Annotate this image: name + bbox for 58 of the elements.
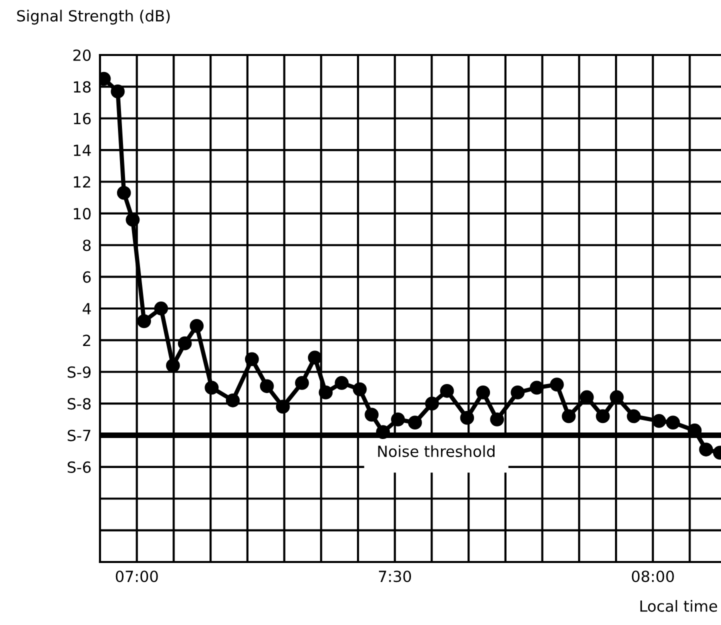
point bbox=[364, 408, 379, 422]
y-tick-label: S-6 bbox=[68, 461, 91, 473]
y-tick-label: 4 bbox=[82, 303, 91, 314]
point bbox=[178, 336, 192, 350]
point bbox=[352, 382, 367, 396]
y-tick-label: 14 bbox=[74, 144, 91, 156]
point bbox=[425, 396, 439, 411]
point bbox=[550, 378, 564, 392]
y-tick-label: S-9 bbox=[68, 366, 91, 378]
point bbox=[126, 212, 140, 227]
point bbox=[260, 379, 274, 394]
point bbox=[318, 386, 333, 400]
point bbox=[652, 414, 666, 428]
point bbox=[596, 409, 610, 424]
ref-line-label: Noise threshold bbox=[378, 445, 494, 458]
y-tick-label: 16 bbox=[74, 112, 91, 124]
point bbox=[166, 358, 180, 372]
y-tick-label: 6 bbox=[83, 271, 91, 283]
point bbox=[308, 350, 322, 365]
y-tick-label: 10 bbox=[74, 208, 91, 220]
y-tick-label: 8 bbox=[82, 240, 91, 252]
x-tick-label: 08:00 bbox=[632, 570, 674, 582]
point bbox=[391, 412, 405, 426]
point bbox=[562, 409, 576, 424]
y-tick-label: 12 bbox=[74, 176, 90, 188]
point bbox=[110, 84, 125, 98]
point bbox=[190, 318, 204, 333]
y-tick-label: S-8 bbox=[68, 398, 91, 410]
point bbox=[376, 425, 390, 440]
x-tick-label: 7:30 bbox=[378, 570, 412, 582]
point bbox=[666, 416, 680, 430]
y-tick-label: 20 bbox=[73, 49, 91, 62]
point bbox=[117, 186, 131, 200]
point bbox=[244, 352, 259, 366]
point bbox=[334, 376, 349, 390]
point bbox=[295, 376, 309, 390]
x-tick-label: 07:00 bbox=[116, 570, 158, 582]
point bbox=[490, 412, 504, 426]
point bbox=[276, 400, 290, 414]
y-tick-label: 2 bbox=[83, 334, 90, 346]
point bbox=[408, 416, 422, 430]
point bbox=[530, 380, 544, 395]
point bbox=[699, 442, 713, 456]
x-axis-title: Local time bbox=[640, 600, 718, 612]
y-tick-label: 18 bbox=[74, 81, 91, 93]
point bbox=[510, 386, 525, 400]
point bbox=[226, 393, 240, 408]
point bbox=[460, 410, 474, 425]
y-axis-title: Signal Strength (dB) bbox=[17, 10, 170, 25]
point bbox=[440, 384, 454, 398]
point bbox=[154, 302, 168, 316]
point bbox=[137, 314, 152, 328]
point bbox=[476, 386, 490, 400]
point bbox=[580, 390, 594, 404]
point bbox=[204, 380, 219, 395]
y-tick-label: S-7 bbox=[68, 430, 90, 442]
point bbox=[610, 390, 624, 404]
point bbox=[626, 409, 641, 424]
